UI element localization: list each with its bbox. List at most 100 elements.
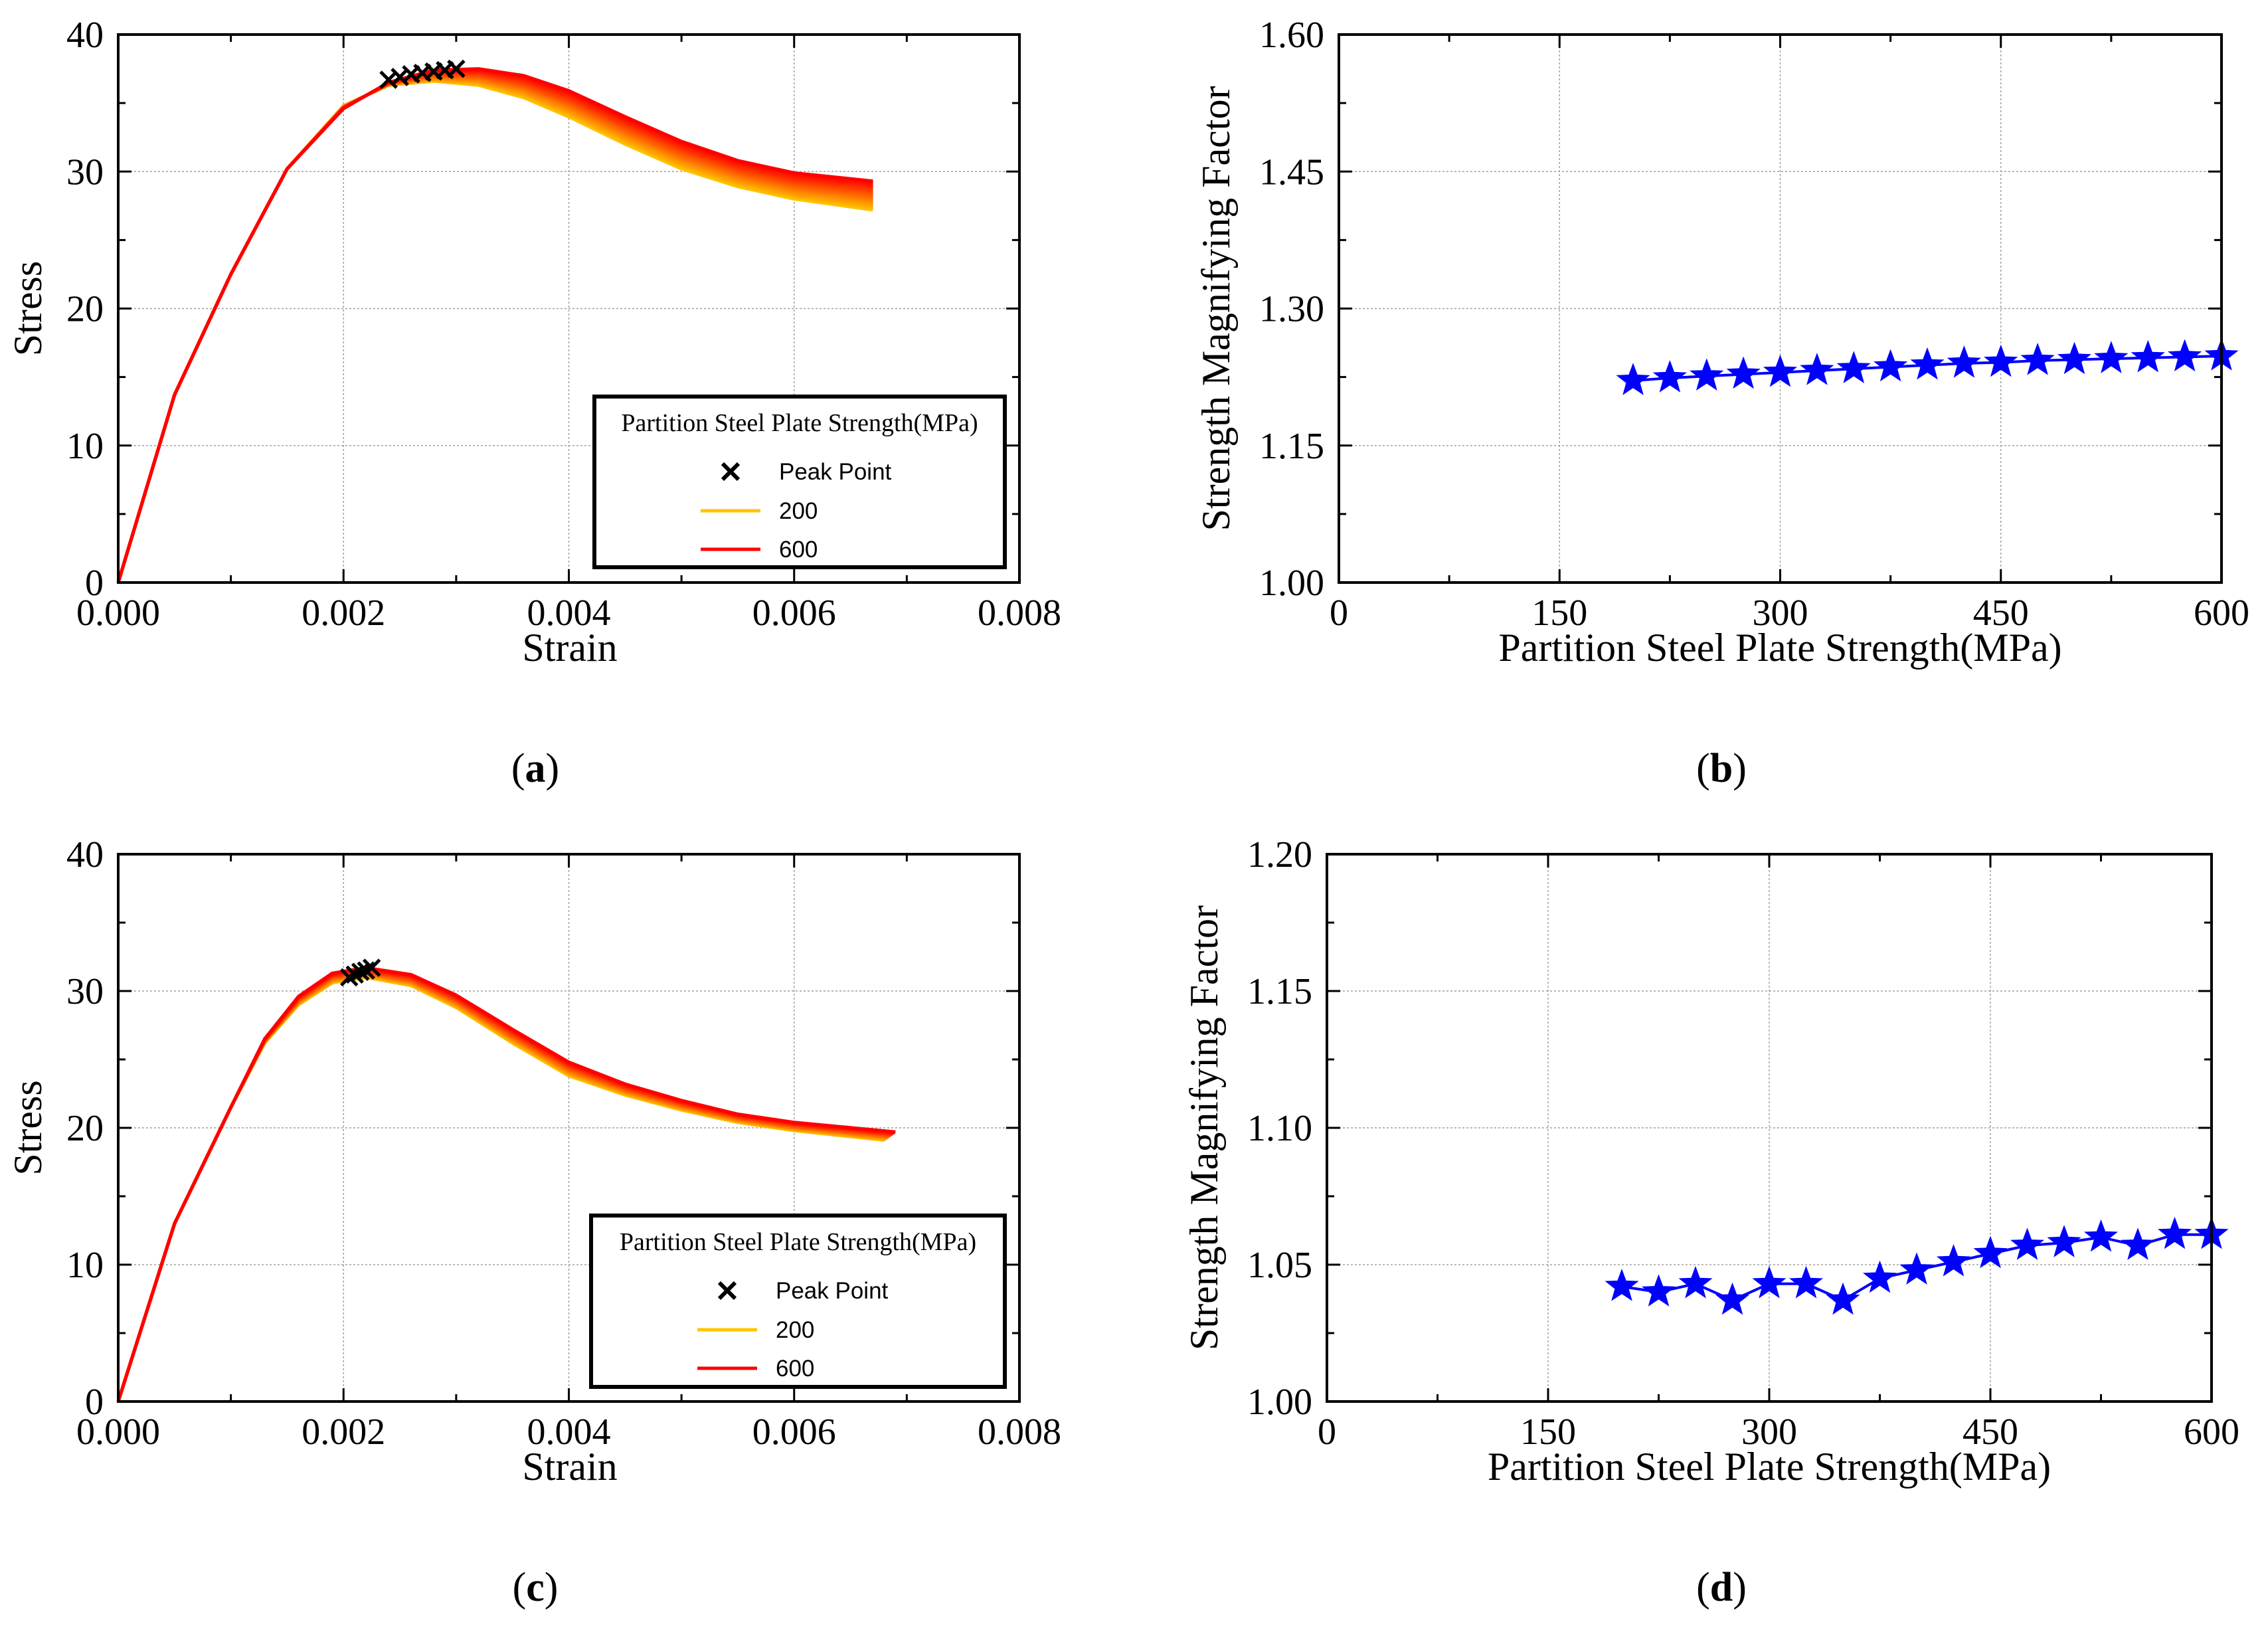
y-tick-label: 10	[66, 1245, 104, 1286]
x-tick-label: 0.004	[527, 592, 611, 634]
x-tick-label: 450	[1973, 592, 2029, 634]
x-tick-label: 0.008	[978, 592, 1061, 634]
y-axis-title: Strength Magnifying Factor	[1194, 86, 1238, 531]
y-tick-label: 1.30	[1259, 289, 1324, 330]
y-tick-label: 1.05	[1247, 1245, 1312, 1286]
data-point-star	[1678, 1265, 1713, 1299]
x-tick-label: 0.002	[302, 1411, 385, 1453]
panel-label: (a)	[511, 746, 559, 791]
peak-point-marker	[351, 962, 370, 981]
panel-label: (b)	[1696, 746, 1747, 791]
data-point-star	[2131, 339, 2165, 373]
y-tick-label: 1.00	[1247, 1382, 1312, 1423]
data-point-star	[1899, 1252, 1934, 1285]
data-point-star	[1862, 1260, 1897, 1293]
data-point-star	[1936, 1244, 1971, 1277]
peak-point-marker	[447, 59, 466, 78]
x-tick-label: 600	[2184, 1411, 2239, 1453]
legend-entry-label: 200	[779, 498, 818, 524]
data-point-star	[2047, 1225, 2081, 1257]
panel-label: (c)	[513, 1565, 559, 1610]
x-tick-label: 0	[1330, 592, 1348, 634]
data-point-star	[1836, 351, 1871, 384]
grid	[1327, 854, 2212, 1402]
series-line-600	[116, 67, 873, 583]
data-point-star	[2168, 339, 2202, 372]
x-tick-label: 0.008	[978, 1411, 1061, 1453]
plot-frame	[1326, 853, 2213, 1403]
y-tick-label: 0	[85, 1382, 104, 1423]
legend: Partition Steel Plate Strength(MPa) Peak …	[592, 395, 1007, 569]
x-axis-title: Strain	[522, 1445, 617, 1489]
legend-peak-marker	[721, 462, 741, 482]
x-tick-label: 0.000	[76, 592, 160, 634]
plot-frame	[117, 853, 1021, 1403]
x-tick-label: 0.004	[527, 1411, 611, 1453]
y-tick-label: 30	[66, 151, 104, 193]
x-tick-label: 150	[1520, 1411, 1576, 1453]
y-tick-label: 40	[66, 15, 104, 56]
legend-box	[592, 395, 1007, 569]
legend-peak-marker	[717, 1281, 737, 1301]
y-axis-title: Stress	[6, 261, 50, 356]
data-point-star	[1874, 349, 1908, 382]
data-point-star	[1973, 1235, 2008, 1269]
plot-area	[1616, 338, 2239, 395]
data-point-star	[1947, 345, 1981, 378]
data-point-star	[1800, 353, 1834, 385]
legend: Partition Steel Plate Strength(MPa) Peak …	[589, 1214, 1007, 1389]
y-axis-title: Stress	[6, 1080, 50, 1175]
data-point-star	[2010, 1227, 2045, 1260]
panel-d: 0 150 300 450 600 1.00 1.05 1.10 1.15 1.20 Partiti…	[1182, 834, 2239, 1610]
y-tick-label: 10	[66, 426, 104, 467]
data-point-star	[1763, 354, 1798, 387]
legend-box	[589, 1214, 1007, 1389]
y-tick-label: 1.20	[1247, 834, 1312, 875]
plot-frame	[117, 33, 1021, 584]
x-tick-label: 0.002	[302, 592, 385, 634]
legend-entry-label: 200	[776, 1317, 814, 1343]
plot-area	[1605, 1216, 2229, 1315]
y-tick-label: 1.10	[1247, 1108, 1312, 1149]
panel-c: 0.000 0.002 0.004 0.006 0.008 0 10 20 30 40 Strain…	[6, 834, 1061, 1610]
panel-a: 0.000 0.002 0.004 0.006 0.008 0 10 20 30 40 Strain…	[6, 15, 1061, 791]
y-tick-label: 40	[66, 834, 104, 875]
y-tick-label: 1.60	[1259, 15, 1324, 56]
data-point-star	[1910, 347, 1945, 380]
x-axis-title: Strain	[522, 626, 617, 670]
x-axis-title: Partition Steel Plate Strength(MPa)	[1498, 626, 2061, 670]
plot-frame	[1338, 33, 2223, 584]
legend-title: Partition Steel Plate Strength(MPa)	[621, 409, 978, 437]
y-tick-label: 1.45	[1259, 151, 1324, 193]
legend-title: Partition Steel Plate Strength(MPa)	[620, 1228, 976, 1256]
data-point-star	[2057, 341, 2092, 375]
legend-entry-label: 600	[776, 1356, 814, 1382]
x-tick-label: 300	[1741, 1411, 1797, 1453]
data-point-star	[1788, 1265, 1824, 1299]
y-tick-label: 1.15	[1247, 971, 1312, 1012]
data-point-star	[2157, 1216, 2192, 1249]
data-point-star	[1715, 1282, 1750, 1315]
data-point-star	[1690, 358, 1724, 391]
y-tick-label: 20	[66, 289, 104, 330]
x-tick-label: 0.006	[752, 1411, 836, 1453]
x-tick-label: 150	[1531, 592, 1587, 634]
y-tick-label: 1.00	[1259, 563, 1324, 604]
data-point-star	[1826, 1282, 1860, 1315]
panel-label: (d)	[1696, 1565, 1747, 1610]
data-point-star	[2094, 341, 2129, 373]
legend-entry-label: Peak Point	[776, 1278, 889, 1304]
x-tick-label: 300	[1753, 592, 1808, 634]
y-tick-label: 30	[66, 971, 104, 1012]
x-tick-label: 600	[2194, 592, 2249, 634]
y-tick-label: 1.15	[1259, 426, 1324, 467]
data-point-star	[1984, 344, 2018, 377]
panel-b: 0 150 300 450 600 1.00 1.15 1.30 1.45 1.60 Partiti…	[1194, 15, 2249, 791]
x-axis-title: Partition Steel Plate Strength(MPa)	[1488, 1445, 2051, 1489]
grid	[1339, 35, 2222, 583]
y-tick-label: 20	[66, 1108, 104, 1149]
data-point-star	[2083, 1219, 2119, 1252]
series-line-600	[116, 966, 896, 1402]
legend-entry-label: Peak Point	[779, 459, 892, 485]
plot-area	[116, 958, 896, 1402]
